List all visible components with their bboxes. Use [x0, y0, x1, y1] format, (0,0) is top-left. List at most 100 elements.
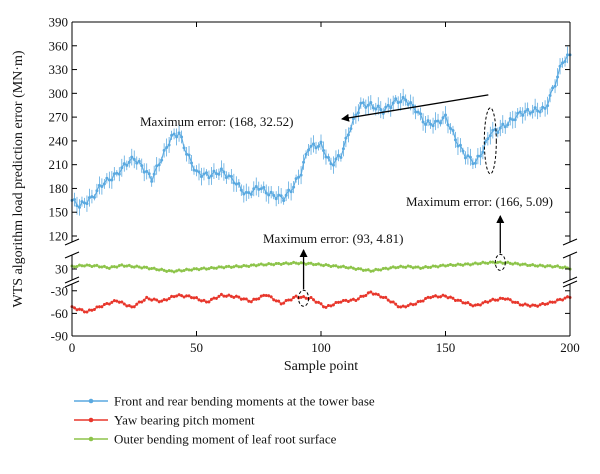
y-tick-label: 120 [49, 229, 69, 244]
data-point [202, 298, 206, 302]
data-point [551, 86, 555, 90]
data-point [132, 265, 136, 269]
data-point [426, 119, 430, 123]
data-point [145, 169, 149, 173]
data-point [272, 263, 276, 267]
data-point [92, 264, 96, 268]
data-point [548, 264, 552, 268]
y-tick-label: 270 [49, 110, 69, 125]
data-point [82, 201, 86, 205]
data-point [416, 110, 420, 114]
data-point [254, 297, 258, 301]
data-point [374, 267, 378, 271]
data-point [299, 295, 303, 299]
data-point [197, 170, 201, 174]
data-point [521, 303, 525, 307]
annotation-ellipse [494, 253, 506, 271]
data-point [209, 174, 213, 178]
data-point [543, 265, 547, 269]
data-point [386, 103, 390, 107]
data-point [336, 153, 340, 157]
data-point [192, 267, 196, 271]
data-point [543, 302, 547, 306]
data-point [160, 267, 164, 271]
data-point [506, 260, 510, 264]
data-point [366, 268, 370, 272]
data-point [473, 161, 477, 165]
data-point [551, 300, 555, 304]
data-point [466, 262, 470, 266]
data-point [304, 296, 308, 300]
data-point [160, 299, 164, 303]
data-point [172, 295, 176, 299]
x-tick-label: 150 [436, 340, 456, 355]
data-point [424, 297, 428, 301]
data-point [212, 296, 216, 300]
data-point [244, 264, 248, 268]
data-point [214, 296, 218, 300]
data-point [394, 97, 398, 101]
data-point [566, 295, 570, 299]
data-point [182, 295, 186, 299]
data-point [105, 176, 109, 180]
data-point [394, 302, 398, 306]
data-point [561, 61, 565, 65]
data-point [100, 265, 104, 269]
data-point [202, 172, 206, 176]
data-point [142, 170, 146, 174]
data-point [274, 299, 278, 303]
data-point [458, 299, 462, 303]
data-point [473, 261, 477, 265]
data-point [461, 149, 465, 153]
data-point [222, 294, 226, 298]
data-point [182, 146, 186, 150]
data-point [102, 302, 106, 306]
data-point [182, 269, 186, 273]
annotation-label: Maximum error: (93, 4.81) [263, 231, 403, 246]
data-point [264, 263, 268, 267]
data-point [389, 266, 393, 270]
data-point [162, 148, 166, 152]
data-point [204, 267, 208, 271]
data-point [274, 261, 278, 265]
data-point [279, 262, 283, 266]
data-point [302, 295, 306, 299]
data-point [155, 298, 159, 302]
data-point [496, 298, 500, 302]
data-point [304, 262, 308, 266]
data-point [252, 297, 256, 301]
data-point [130, 265, 134, 269]
data-point [476, 303, 480, 307]
data-point [175, 135, 179, 139]
data-point [247, 191, 251, 195]
data-point [234, 294, 238, 298]
data-point [369, 269, 373, 273]
data-point [239, 188, 243, 192]
data-point [257, 263, 261, 267]
data-point [434, 264, 438, 268]
data-point [476, 262, 480, 266]
data-point [147, 267, 151, 271]
data-point [421, 266, 425, 270]
data-point [511, 262, 515, 266]
data-point [155, 268, 159, 272]
data-point [329, 264, 333, 268]
x-tick-label: 0 [69, 340, 76, 355]
data-point [556, 298, 560, 302]
axis-break-mark [562, 276, 578, 284]
data-point [302, 160, 306, 164]
data-point [556, 75, 560, 79]
data-point [277, 261, 281, 265]
data-point [97, 305, 101, 309]
data-point [140, 266, 144, 270]
data-point [125, 304, 129, 308]
data-point [317, 144, 321, 148]
data-point [344, 136, 348, 140]
y-axis-title: WTS algorithm load prediction error (MN·… [11, 50, 26, 307]
data-point [122, 264, 126, 268]
data-point [122, 302, 126, 306]
data-point [242, 263, 246, 267]
data-point [381, 267, 385, 271]
annotation-ellipse [298, 289, 310, 307]
data-point [448, 127, 452, 131]
